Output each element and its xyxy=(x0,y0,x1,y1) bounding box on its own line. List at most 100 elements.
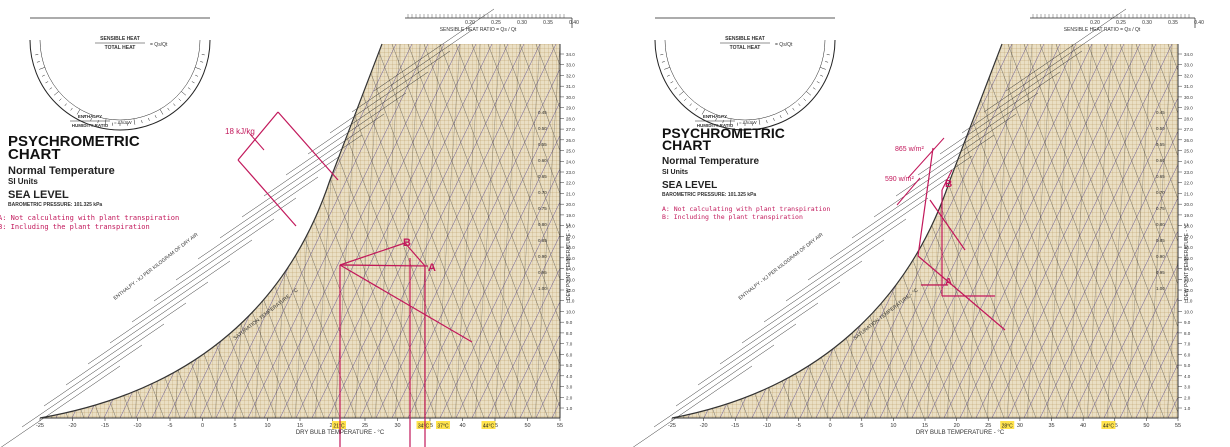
dew-point-label-2: DEW POINT TEMPERATURE - °C xyxy=(1184,223,1190,300)
humidity-tick: 5.0 xyxy=(566,363,573,368)
humidity-tick: 15.0 xyxy=(1184,256,1193,261)
shr-top-tick: 0.25 xyxy=(491,20,501,26)
humidity-tick: 27.0 xyxy=(1184,127,1193,132)
humidity-tick: 32.0 xyxy=(566,73,575,78)
shr-top-tick: 0.40 xyxy=(569,20,579,26)
shr-side-tick: 0.90 xyxy=(1156,254,1165,259)
x-tick-label: 25 xyxy=(985,423,991,429)
humidity-tick: 21.0 xyxy=(566,191,575,196)
shr-side-tick: 0.65 xyxy=(1156,174,1165,179)
highlight-temp-box xyxy=(416,421,431,429)
x-tick-label: 55 xyxy=(1175,423,1181,429)
humidity-tick: 22.0 xyxy=(566,181,575,186)
humidity-tick: 31.0 xyxy=(566,84,575,89)
humidity-tick: 16.0 xyxy=(1184,245,1193,250)
shr-side-tick: 0.90 xyxy=(538,254,547,259)
shr-side-tick: 0.45 xyxy=(1156,110,1165,115)
saturation-curve-2 xyxy=(671,43,1003,419)
chart-subtitle-2: SI Units xyxy=(8,177,38,186)
shr-side-tick: 0.50 xyxy=(538,126,547,131)
humidity-tick: 2.0 xyxy=(1184,395,1191,400)
protractor-top-label-2: SENSIBLE HEAT xyxy=(725,36,765,42)
shr-side-tick: 1.00 xyxy=(1156,286,1165,291)
note-a: A: Not calculating with plant transpirat… xyxy=(0,214,179,222)
note-a-2: A: Not calculating with plant transpirat… xyxy=(662,205,830,213)
chart-title-line2: CHART xyxy=(8,146,61,163)
x-tick-label: -15 xyxy=(101,423,109,429)
humidity-tick: 24.0 xyxy=(566,159,575,164)
barometric-pressure-2: BAROMETRIC PRESSURE: 101.325 kPa xyxy=(662,192,756,198)
humidity-tick: 7.0 xyxy=(1184,342,1191,347)
shr-side-tick: 0.80 xyxy=(538,222,547,227)
humidity-tick: 23.0 xyxy=(1184,170,1193,175)
chart-title-line2-2: CHART xyxy=(662,137,711,153)
shr-top-tick: 0.35 xyxy=(543,20,553,26)
saturation-curve xyxy=(39,43,383,419)
note-b-2: B: Including the plant transpiration xyxy=(662,213,803,221)
x-axis-label-2: DRY BULB TEMPERATURE - °C xyxy=(916,430,1005,436)
shr-side-tick: 0.95 xyxy=(538,270,547,275)
annotations: 18 kJ/kg B A xyxy=(225,111,473,447)
humidity-tick: 8.0 xyxy=(566,331,573,336)
highlight-temp-box xyxy=(1101,421,1116,429)
x-tick-label: 0 xyxy=(201,423,204,429)
humidity-tick: 2.0 xyxy=(566,395,573,400)
humidity-tick: 23.0 xyxy=(566,170,575,175)
x-tick-label: 15 xyxy=(922,423,928,429)
humidity-tick: 17.0 xyxy=(1184,234,1193,239)
humidity-tick: 26.0 xyxy=(1184,138,1193,143)
humidity-tick: 13.0 xyxy=(566,277,575,282)
humidity-tick: 13.0 xyxy=(1184,277,1193,282)
shr-scale: 0.20 0.25 0.30 0.35 0.40 SENSIBLE HEAT RATIO… xyxy=(405,14,579,33)
protractor-bottom-label-2: TOTAL HEAT xyxy=(730,45,761,51)
humidity-tick: 14.0 xyxy=(566,267,575,272)
enthalpy-ratio-top-2: ENTHALPY xyxy=(703,114,727,119)
enthalpy-ratio-top: ENTHALPY xyxy=(78,114,102,119)
protractor-bottom-label: TOTAL HEAT xyxy=(105,45,136,51)
point-b-label: B xyxy=(403,237,411,249)
shr-scale-2: 0.20 0.25 0.30 0.35 0.40 SENSIBLE HEAT RATIO… xyxy=(1030,14,1204,33)
shr-side-tick: 0.80 xyxy=(1156,222,1165,227)
shr-side-tick: 0.60 xyxy=(1156,158,1165,163)
x-tick-label: -15 xyxy=(731,423,739,429)
highlight-temp: 34°C xyxy=(418,424,430,430)
highlight-temp-box xyxy=(436,421,450,429)
point-b-label-2: B xyxy=(945,179,952,190)
x-tick-label: 35 xyxy=(1048,423,1054,429)
annotation-865: 865 w/m² xyxy=(895,146,924,153)
humidity-tick: 18.0 xyxy=(1184,224,1193,229)
humidity-tick: 22.0 xyxy=(1184,181,1193,186)
x-tick-label: 40 xyxy=(1080,423,1086,429)
chart-title-line1-2: PSYCHROMETRIC xyxy=(662,125,785,141)
humidity-tick: 21.0 xyxy=(1184,191,1193,196)
humidity-tick: 34.0 xyxy=(566,52,575,57)
x-tick-label: 15 xyxy=(297,423,303,429)
humidity-tick: 18.0 xyxy=(566,224,575,229)
chart-subtitle-1-2: Normal Temperature xyxy=(662,156,760,167)
humidity-tick: 10.0 xyxy=(1184,309,1193,314)
humidity-tick: 1.0 xyxy=(1184,406,1191,411)
shr-side-tick: 0.95 xyxy=(1156,270,1165,275)
humidity-tick: 16.0 xyxy=(566,245,575,250)
x-tick-label: 5 xyxy=(233,423,236,429)
protractor-symbol: = Qs/Qt xyxy=(150,42,168,48)
humidity-tick: 20.0 xyxy=(566,202,575,207)
shr-side-tick: 0.75 xyxy=(1156,206,1165,211)
x-tick-label: -25 xyxy=(36,423,44,429)
enthalpy-ratio-bottom-2: HUMIDITY RATIO xyxy=(697,123,734,128)
x-tick-label: -25 xyxy=(668,423,676,429)
shr-side-tick: 0.45 xyxy=(538,110,547,115)
annotation-590: 590 w/m² xyxy=(885,176,914,183)
x-tick-label: 50 xyxy=(1143,423,1149,429)
highlight-temp: 37°C xyxy=(437,424,449,430)
enthalpy-axis-label: ENTHALPY - KJ PER KILOGRAM OF DRY AIR xyxy=(113,232,200,302)
humidity-tick: 15.0 xyxy=(566,256,575,261)
shr-scale-label-2: SENSIBLE HEAT RATIO = Qs / Qt xyxy=(1064,27,1141,33)
x-tick-label: 0 xyxy=(829,423,832,429)
humidity-tick: 11.0 xyxy=(1184,299,1193,304)
dew-point-label: DEW POINT TEMPERATURE - °C xyxy=(566,223,572,300)
humidity-tick: 33.0 xyxy=(1184,63,1193,68)
humidity-tick: 30.0 xyxy=(1184,95,1193,100)
humidity-tick: 17.0 xyxy=(566,234,575,239)
humidity-tick: 7.0 xyxy=(566,342,573,347)
